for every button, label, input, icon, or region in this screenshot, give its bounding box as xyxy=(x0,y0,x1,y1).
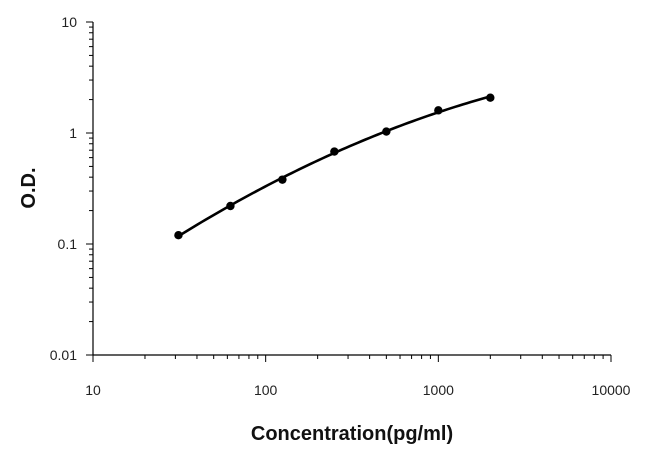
plot-area xyxy=(174,93,495,240)
y-tick-label: 0.01 xyxy=(50,347,77,363)
data-point xyxy=(330,147,339,156)
x-tick-label: 10 xyxy=(85,382,101,398)
x-tick-label: 1000 xyxy=(423,382,454,398)
data-point xyxy=(486,93,495,102)
x-tick-label: 100 xyxy=(254,382,278,398)
axes xyxy=(92,22,611,356)
y-tick-label: 1 xyxy=(69,125,77,141)
x-tick-label: 10000 xyxy=(592,382,631,398)
data-point xyxy=(382,127,391,136)
data-point xyxy=(434,106,443,115)
y-tick-label: 0.1 xyxy=(58,236,78,252)
tick-marks xyxy=(86,21,612,362)
x-axis-title: Concentration(pg/ml) xyxy=(251,423,453,445)
tick-labels: 0.01 0.1 1 10 10 100 1000 10000 xyxy=(50,14,631,398)
data-point xyxy=(226,201,235,211)
data-point xyxy=(278,175,287,184)
fit-curve xyxy=(177,95,491,238)
y-tick-label: 10 xyxy=(61,14,77,30)
y-axis-title: O.D. xyxy=(18,167,40,208)
data-point xyxy=(174,231,183,240)
